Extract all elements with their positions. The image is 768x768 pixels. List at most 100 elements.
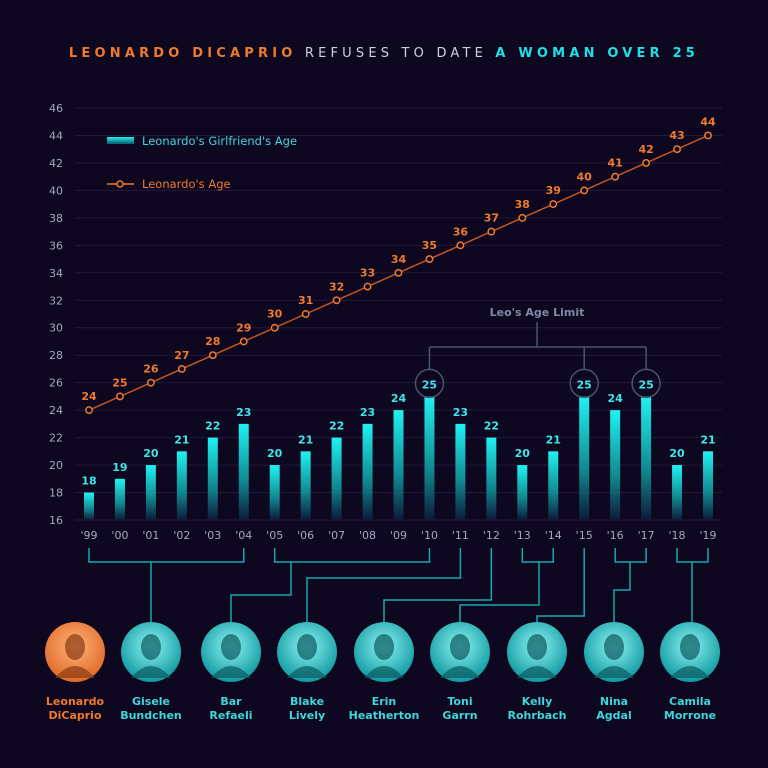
- x-tick-label: '16: [607, 529, 624, 542]
- bar: [486, 437, 497, 520]
- y-tick-label: 40: [49, 184, 63, 197]
- leo-age-label: 44: [700, 115, 716, 128]
- bar: [610, 410, 621, 520]
- bar: [703, 451, 713, 520]
- bar-value-label: 20: [143, 447, 159, 460]
- y-tick-label: 26: [49, 377, 63, 390]
- bar-value-label: 22: [329, 420, 344, 433]
- y-tick-label: 22: [49, 432, 63, 445]
- last-name: Garrn: [442, 709, 478, 722]
- connector-line: [383, 548, 493, 622]
- last-name: Agdal: [596, 709, 632, 722]
- last-name: Bundchen: [120, 709, 182, 722]
- avatar-bar: [201, 622, 261, 682]
- last-name: Heatherton: [348, 709, 420, 722]
- first-name: Camila: [669, 695, 711, 708]
- leo-age-label: 41: [607, 157, 622, 170]
- leo-age-label: 40: [577, 170, 593, 183]
- y-tick-label: 24: [49, 404, 63, 417]
- leo-age-label: 36: [453, 225, 469, 238]
- person-name: Bar Refaeli: [186, 695, 276, 723]
- avatar-kelly: [507, 622, 567, 682]
- x-tick-label: '19: [699, 529, 716, 542]
- connector-line: [306, 548, 462, 622]
- y-tick-label: 16: [49, 514, 63, 527]
- bar-value-label: 20: [515, 447, 531, 460]
- bar-value-label: 25: [638, 378, 653, 391]
- person-name: Gisele Bundchen: [106, 695, 196, 723]
- x-tick-label: '12: [483, 529, 500, 542]
- bar: [672, 465, 683, 520]
- bar: [393, 410, 404, 520]
- bar: [579, 396, 590, 520]
- bar: [548, 451, 559, 520]
- last-name: Rohrbach: [507, 709, 567, 722]
- person-name: Toni Garrn: [415, 695, 505, 723]
- leo-age-point: [394, 268, 403, 277]
- connector-line: [613, 548, 647, 622]
- bar-value-label: 20: [669, 447, 685, 460]
- last-name: DiCaprio: [48, 709, 102, 722]
- leo-age-label: 43: [669, 129, 684, 142]
- leo-age-point: [146, 378, 155, 387]
- bar: [455, 423, 466, 520]
- bar-value-label: 24: [391, 392, 407, 405]
- bar: [269, 465, 280, 520]
- bar-value-label: 21: [174, 433, 189, 446]
- bar: [517, 465, 528, 520]
- legend-line-swatch: [116, 180, 124, 188]
- x-tick-label: '05: [266, 529, 283, 542]
- leo-age-label: 38: [515, 198, 530, 211]
- avatar-nina: [584, 622, 644, 682]
- connector-line: [536, 548, 585, 622]
- bar-value-label: 22: [484, 420, 499, 433]
- x-tick-label: '03: [204, 529, 221, 542]
- x-tick-label: '13: [514, 529, 531, 542]
- leo-age-label: 31: [298, 294, 313, 307]
- connector-line: [676, 548, 709, 622]
- avatar-camila: [660, 622, 720, 682]
- bar: [362, 423, 373, 520]
- bar-value-label: 24: [607, 392, 623, 405]
- x-tick-label: '02: [173, 529, 190, 542]
- leo-age-label: 29: [236, 321, 251, 334]
- x-tick-label: '14: [545, 529, 562, 542]
- connector-line: [459, 548, 554, 622]
- chart-title: LEONARDO DICAPRIO REFUSES TO DATE A WOMA…: [68, 46, 700, 61]
- bar: [424, 396, 435, 520]
- leo-age-point: [85, 406, 93, 415]
- bar-value-label: 18: [81, 475, 96, 488]
- bar-value-label: 22: [205, 420, 220, 433]
- leo-age-label: 39: [546, 184, 561, 197]
- bar-value-label: 25: [422, 378, 437, 391]
- bar-value-label: 21: [700, 433, 715, 446]
- age-limit-circle: [569, 368, 599, 399]
- leo-age-label: 25: [112, 376, 127, 389]
- first-name: Erin: [371, 695, 397, 708]
- leo-age-point: [208, 351, 217, 360]
- avatar-toni: [430, 622, 490, 682]
- avatar-gisele: [121, 622, 181, 682]
- x-tick-label: '08: [359, 529, 376, 542]
- last-name: Lively: [288, 709, 326, 722]
- person-name: Nina Agdal: [569, 695, 659, 723]
- last-name: Morrone: [663, 709, 717, 722]
- x-tick-label: '09: [390, 529, 407, 542]
- bar-value-label: 23: [236, 406, 251, 419]
- first-name: Kelly: [521, 695, 553, 708]
- leo-age-point: [270, 323, 279, 332]
- first-name: Leonardo: [45, 695, 105, 708]
- leo-age-label: 34: [391, 253, 407, 266]
- first-name: Blake: [289, 695, 325, 708]
- bar-value-label: 20: [267, 447, 283, 460]
- bar: [84, 492, 94, 520]
- y-tick-label: 20: [49, 459, 63, 472]
- leo-age-point: [673, 145, 681, 154]
- x-tick-label: '00: [111, 529, 128, 542]
- leo-age-label: 42: [638, 143, 653, 156]
- first-name: Nina: [599, 695, 629, 708]
- age-limit-bracket: [428, 322, 647, 370]
- leo-age-label: 37: [484, 212, 499, 225]
- legend: Leonardo's Girlfriend's Age Leonardo's A…: [107, 134, 297, 191]
- last-name: Refaeli: [209, 709, 253, 722]
